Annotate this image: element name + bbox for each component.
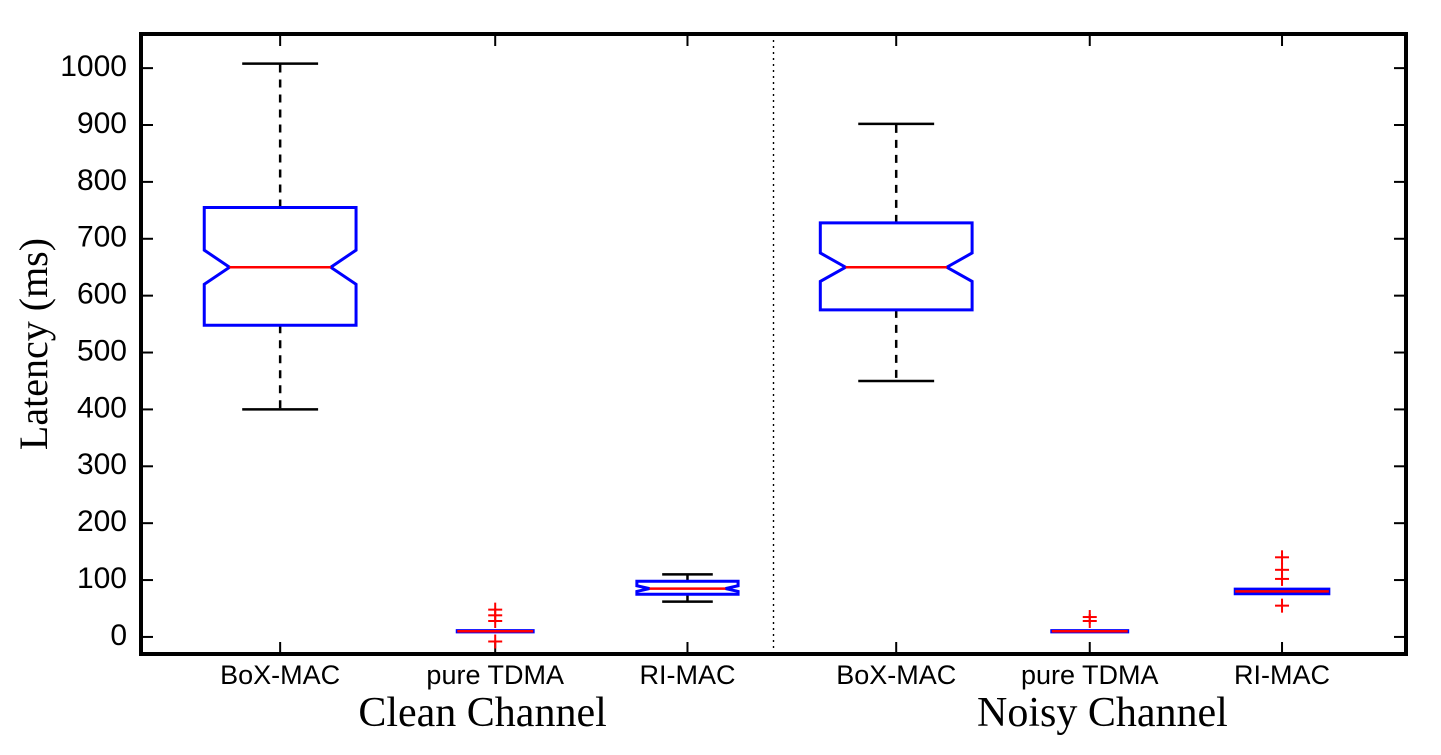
y-tick-label: 800 (77, 164, 127, 197)
x-tick-label: pure TDMA (426, 660, 564, 690)
y-tick-label: 700 (77, 221, 127, 254)
y-tick-label: 900 (77, 107, 127, 140)
x-tick-label: BoX-MAC (836, 660, 956, 690)
x-tick-label: pure TDMA (1021, 660, 1159, 690)
x-tick-label: RI-MAC (1234, 660, 1330, 690)
y-tick-label: 600 (77, 278, 127, 311)
y-tick-label: 100 (77, 562, 127, 595)
y-tick-label: 300 (77, 448, 127, 481)
x-tick-label: RI-MAC (639, 660, 735, 690)
latency-boxplot-chart: 0 100 200 300 400 500 600 700 800 900 1000 Latency … (0, 0, 1441, 755)
y-tick-label: 1000 (60, 50, 127, 83)
y-tick-label: 500 (77, 334, 127, 367)
group-label-clean: Clean Channel (358, 690, 606, 736)
group-label-noisy: Noisy Channel (977, 690, 1228, 736)
y-tick-label: 400 (77, 391, 127, 424)
x-tick-label: BoX-MAC (220, 660, 340, 690)
y-tick-label: 0 (110, 619, 127, 652)
y-axis-label: Latency (ms) (11, 238, 56, 450)
y-tick-label: 200 (77, 505, 127, 538)
